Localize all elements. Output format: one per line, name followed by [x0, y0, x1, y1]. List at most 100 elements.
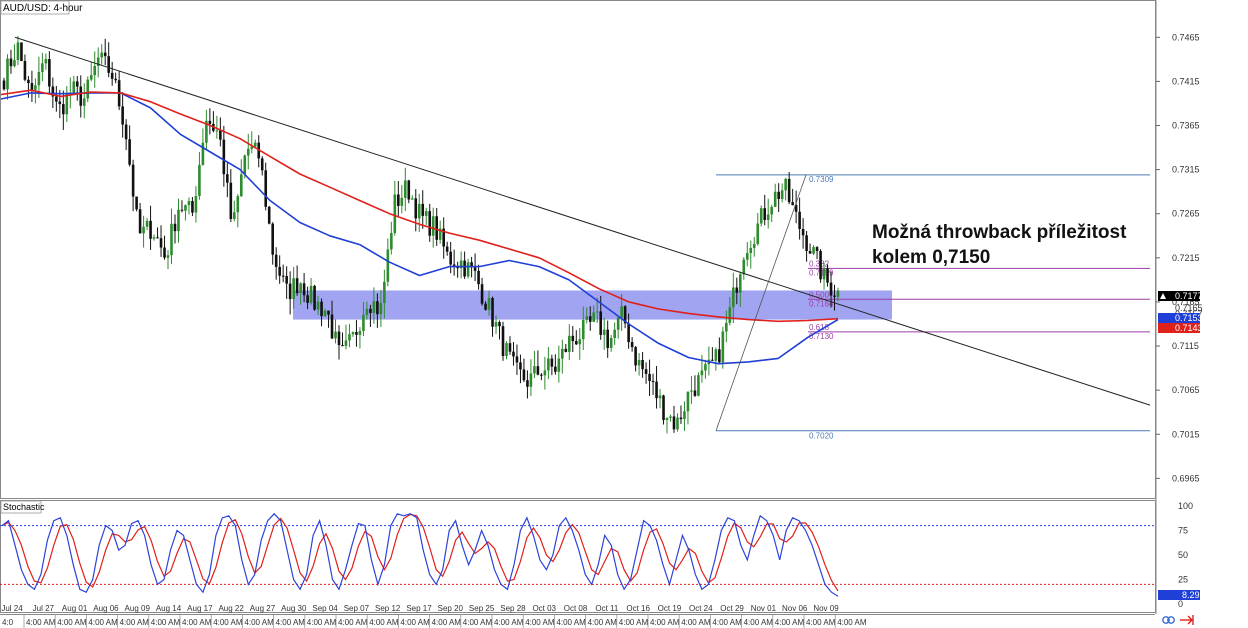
badge-arrow-icon — [1160, 293, 1166, 299]
candle-body — [470, 262, 473, 268]
candle-body — [595, 311, 599, 313]
candle-body — [780, 190, 784, 200]
indicator-title: Stochastic — [3, 502, 45, 512]
stoch-k-line — [1, 512, 839, 597]
candle-body — [812, 247, 815, 254]
candle-body — [588, 316, 592, 322]
candle-body — [585, 316, 589, 320]
candle-body — [383, 281, 386, 304]
candle-body — [372, 301, 376, 313]
candle-body — [644, 369, 648, 374]
candle-body — [37, 71, 41, 86]
candle-body — [414, 198, 418, 219]
candle-body — [173, 223, 177, 232]
candle-body — [634, 347, 637, 366]
price-badge — [1158, 291, 1200, 301]
candle-body — [606, 329, 609, 348]
candle-body — [442, 228, 445, 247]
time-tick-label: 4:00 AM — [120, 618, 150, 627]
time-tick-label: 4:00 AM — [400, 618, 430, 627]
candle-body — [362, 314, 365, 332]
date-tick-label: Oct 24 — [689, 604, 713, 613]
candle-body — [574, 341, 578, 345]
candle-body — [246, 148, 250, 156]
candle-body — [65, 92, 69, 115]
price-tick-label: 0.7415 — [1172, 76, 1200, 86]
main-plot-frame — [0, 0, 1156, 499]
candle-body — [334, 331, 337, 339]
price-tick-label: 0.7065 — [1172, 385, 1200, 395]
candle-body — [599, 311, 603, 335]
candle-body — [6, 58, 9, 90]
candle-body — [725, 322, 728, 332]
candle-body — [145, 220, 149, 227]
candle-body — [103, 52, 107, 57]
candle-body — [498, 322, 501, 327]
date-tick-label: Sep 07 — [344, 604, 370, 613]
candle-body — [278, 266, 281, 276]
candle-body — [550, 358, 554, 367]
time-tick-label: 4:00 AM — [338, 618, 368, 627]
price-tick-label: 0.7165 — [1172, 297, 1200, 307]
candle-body — [44, 59, 48, 64]
candle-body — [805, 235, 808, 251]
candle-body — [801, 228, 805, 236]
stoch-tick-label: 100 — [1178, 501, 1193, 511]
candle-body — [480, 284, 484, 304]
candle-body — [194, 195, 198, 213]
time-tick-label: 4:00 AM — [681, 618, 711, 627]
candle-body — [264, 170, 268, 207]
fib-level-label: 0.618 — [809, 323, 830, 332]
candle-body — [428, 211, 432, 236]
candle-body — [791, 202, 794, 206]
date-tick-label: Aug 06 — [93, 604, 119, 613]
candle-body — [344, 340, 348, 347]
candle-body — [683, 411, 686, 420]
price-tick-label: 0.7115 — [1172, 341, 1199, 351]
candle-body — [313, 285, 316, 310]
candle-body — [742, 259, 746, 275]
candle-body — [529, 373, 533, 387]
candle-body — [386, 249, 390, 282]
time-tick-label: 4:00 AM — [775, 618, 805, 627]
candle-body — [627, 323, 630, 343]
candle-body — [379, 303, 383, 315]
candle-body — [484, 303, 487, 310]
date-tick-label: Nov 06 — [782, 604, 808, 613]
candle-body — [756, 223, 760, 245]
price-tick-label: 0.7265 — [1172, 209, 1200, 219]
candle-body — [250, 146, 254, 149]
candle-body — [819, 250, 822, 280]
stoch-tick-label: 50 — [1178, 550, 1188, 560]
candle-body — [526, 380, 529, 387]
candle-body — [540, 374, 543, 376]
stoch-value-badge — [1158, 590, 1200, 600]
candle-body — [829, 282, 833, 296]
price-badge — [1158, 323, 1200, 333]
candle-body — [669, 416, 672, 418]
time-tick-label: 4:00 AM — [619, 618, 649, 627]
fib-price-label: 0.7130 — [809, 332, 834, 341]
candle-body — [578, 339, 582, 345]
candle-body — [376, 301, 379, 315]
candle-body — [393, 194, 397, 234]
candle-body — [543, 370, 547, 376]
candle-body — [330, 314, 334, 339]
time-tick-label: 4:0 — [2, 618, 14, 627]
time-tick-label: 4:00 AM — [494, 618, 524, 627]
candle-body — [508, 343, 512, 352]
candle-body — [222, 139, 226, 175]
chart-title: AUD/USD: 4-hour — [3, 3, 83, 14]
link-icon[interactable] — [1162, 616, 1175, 624]
arrow-icon[interactable] — [1180, 615, 1194, 625]
candle-body — [205, 120, 208, 143]
date-tick-label: Aug 22 — [218, 604, 244, 613]
candle-body — [271, 223, 274, 255]
candle-body — [808, 250, 812, 254]
ma-slow-line — [0, 89, 839, 323]
candle-body — [302, 283, 306, 296]
date-tick-label: Aug 30 — [281, 604, 307, 613]
candle-body — [131, 164, 135, 197]
candle-body — [690, 390, 693, 392]
candle-body — [547, 358, 550, 371]
